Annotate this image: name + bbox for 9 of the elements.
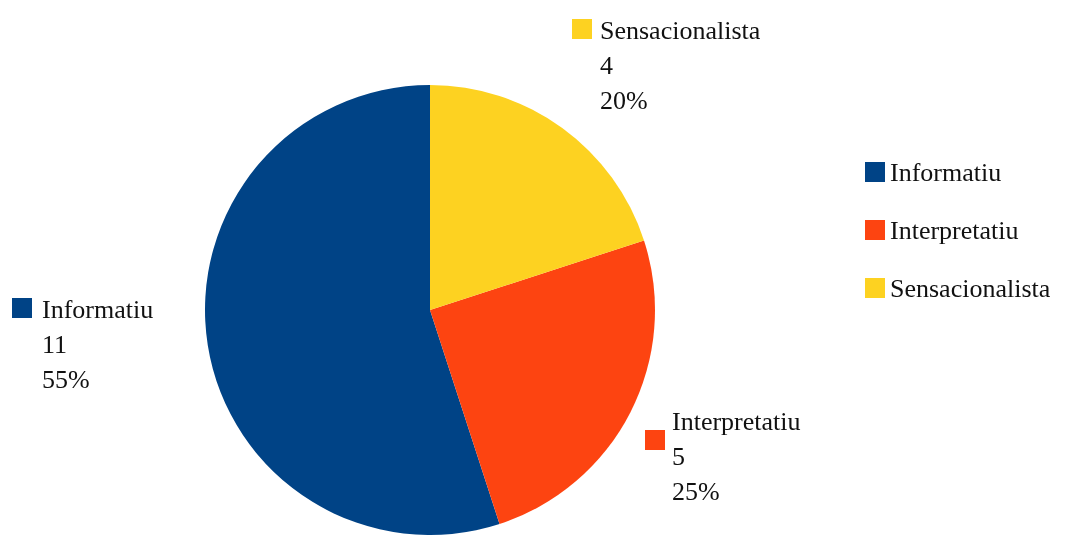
legend-label: Informatiu xyxy=(42,295,154,324)
category-label: Informatiu xyxy=(890,157,1002,187)
category-label: Sensacionalista xyxy=(890,273,1051,303)
data-label: 4 20% xyxy=(600,51,648,115)
data-label: 5 25% xyxy=(672,442,720,506)
slice-label: Interpretatiu xyxy=(672,407,801,436)
legend-label: Interpretatiu xyxy=(890,215,1019,245)
legend-label: Sensacionalista xyxy=(600,16,761,45)
data-label: 11 55% xyxy=(42,330,90,394)
